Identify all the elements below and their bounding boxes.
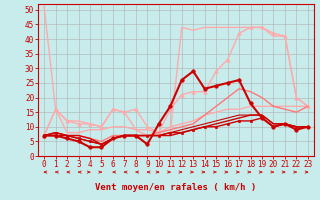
X-axis label: Vent moyen/en rafales ( km/h ): Vent moyen/en rafales ( km/h ) <box>95 183 257 192</box>
